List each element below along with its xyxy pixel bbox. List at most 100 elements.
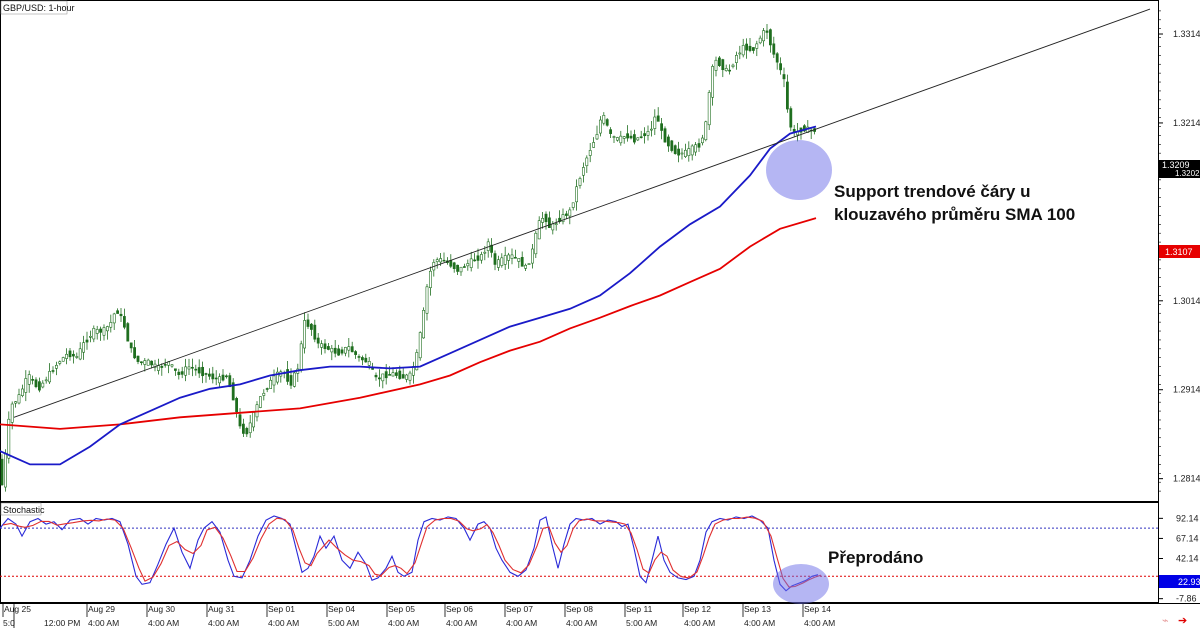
candle-body — [177, 371, 181, 376]
time-tick-date: Aug 29 — [88, 604, 115, 614]
candle-body — [496, 259, 500, 268]
candle-body — [262, 392, 266, 396]
candle-body — [466, 263, 470, 267]
candle-body — [221, 374, 225, 381]
candle-body — [129, 342, 133, 349]
candle-body — [663, 128, 667, 143]
time-tick-time: 4:00 AM — [268, 618, 299, 628]
candle-body — [320, 343, 324, 348]
candle-body — [65, 353, 69, 359]
sma200-price-label: 1.3107 — [1165, 247, 1193, 257]
candle-body — [418, 332, 422, 359]
candle-body — [126, 323, 130, 342]
price-tick-label: 1.3214 — [1173, 118, 1200, 128]
stochastic-title: Stochastic — [3, 505, 45, 515]
candle-body — [568, 209, 572, 217]
candle-body — [289, 375, 293, 386]
candle-body — [123, 316, 126, 328]
stoch-tick-label: 67.14 — [1176, 533, 1199, 543]
time-tick-time: 4:00 AM — [744, 618, 775, 628]
candle-body — [660, 123, 664, 131]
candle-body — [323, 343, 327, 350]
candle-body — [384, 371, 388, 379]
tool-icon[interactable]: ⌁ — [1162, 615, 1169, 627]
candle-body — [592, 142, 596, 148]
current-price-sublabel: 1.3202 — [1175, 169, 1200, 178]
candle-body — [789, 108, 793, 128]
time-tick-date: Sep 08 — [566, 604, 593, 614]
candle-body — [728, 69, 732, 72]
candle-body — [41, 382, 45, 388]
candle-body — [575, 186, 579, 203]
candle-body — [670, 140, 674, 151]
candle-body — [714, 59, 718, 71]
candle-body — [242, 423, 245, 434]
candle-body — [629, 135, 633, 139]
candle-body — [398, 370, 402, 379]
candle-body — [639, 136, 643, 139]
candle-body — [605, 119, 609, 126]
candle-body — [292, 372, 296, 387]
candle-body — [649, 128, 653, 131]
candle-body — [37, 381, 41, 391]
candle-body — [34, 379, 38, 388]
candle-body — [687, 148, 691, 156]
candle-body — [225, 375, 228, 378]
price-panel — [0, 0, 1159, 502]
candle-body — [704, 121, 708, 141]
time-tick-date: Sep 07 — [506, 604, 533, 614]
time-tick-date: Aug 31 — [208, 604, 235, 614]
candle-body — [473, 259, 477, 262]
arrow-right-icon[interactable]: ➔ — [1178, 615, 1187, 627]
candle-body — [452, 262, 456, 269]
candle-body — [367, 361, 371, 366]
candle-body — [27, 374, 31, 385]
candle-body — [299, 343, 303, 370]
candle-body — [95, 329, 99, 334]
candle-body — [204, 373, 208, 375]
candle-body — [510, 254, 514, 259]
candle-body — [666, 136, 670, 147]
candle-body — [245, 428, 249, 435]
candle-body — [7, 418, 11, 459]
candle-body — [462, 266, 466, 268]
candle-body — [530, 248, 534, 264]
candle-body — [333, 347, 337, 354]
candle-body — [140, 361, 143, 364]
candle-body — [527, 263, 531, 265]
candle-body — [656, 115, 660, 122]
candle-body — [82, 342, 86, 353]
candle-body — [388, 374, 392, 376]
time-tick-date: Sep 04 — [328, 604, 355, 614]
candle-body — [741, 45, 745, 56]
candle-body — [626, 133, 630, 139]
stoch-current-box — [1159, 575, 1200, 588]
time-tick-time: 12:00 PM — [44, 618, 80, 628]
price-tick-label: 1.3314 — [1173, 29, 1200, 39]
candles — [0, 24, 817, 492]
candle-body — [143, 360, 147, 365]
candle-body — [782, 74, 786, 80]
candle-body — [721, 59, 725, 71]
candle-body — [632, 134, 636, 143]
candle-body — [697, 143, 701, 148]
candle-body — [116, 310, 120, 314]
candle-body — [765, 30, 769, 33]
candle-body — [517, 258, 521, 262]
candle-body — [677, 148, 681, 156]
candle-body — [72, 353, 75, 357]
time-tick-time: 4:00 AM — [804, 618, 835, 628]
candle-body — [17, 394, 21, 404]
candle-body — [439, 258, 443, 263]
current-price-label: 1.3209 — [1162, 160, 1190, 170]
time-tick-date: Sep 01 — [268, 604, 295, 614]
candle-body — [578, 178, 582, 186]
candle-body — [415, 352, 419, 371]
time-tick-time: 4:00 AM — [208, 618, 239, 628]
stoch-k-line — [0, 515, 819, 592]
oversold-highlight-circle — [773, 564, 829, 604]
candle-body — [802, 125, 806, 132]
time-tick-date: Sep 14 — [804, 604, 831, 614]
candle-body — [170, 364, 174, 367]
